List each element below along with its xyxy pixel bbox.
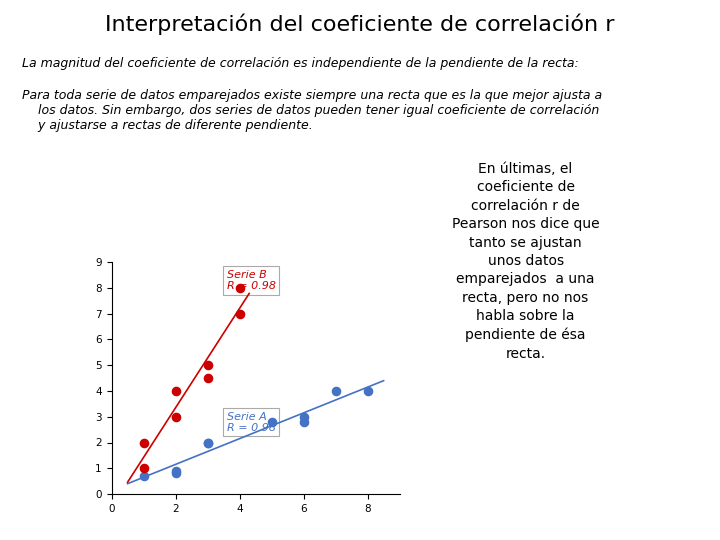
Point [170, 413, 181, 421]
Text: Interpretación del coeficiente de correlación r: Interpretación del coeficiente de correl… [105, 14, 615, 35]
Text: Para toda serie de datos emparejados existe siempre una recta que es la que mejo: Para toda serie de datos emparejados exi… [22, 89, 602, 132]
Point [202, 361, 213, 369]
Point [298, 413, 310, 421]
Point [298, 417, 310, 426]
Point [170, 387, 181, 395]
Point [234, 309, 246, 318]
Point [330, 387, 341, 395]
Point [234, 284, 246, 292]
Point [202, 374, 213, 382]
Point [362, 387, 374, 395]
Point [202, 438, 213, 447]
Point [138, 472, 149, 481]
Point [170, 467, 181, 475]
Point [170, 469, 181, 478]
Text: Serie A
R = 0.98: Serie A R = 0.98 [227, 411, 276, 433]
Point [266, 417, 277, 426]
Point [138, 464, 149, 472]
Text: En últimas, el
coeficiente de
correlación r de
Pearson nos dice que
tanto se aju: En últimas, el coeficiente de correlació… [451, 162, 600, 361]
Point [202, 438, 213, 447]
Text: La magnitud del coeficiente de correlación es independiente de la pendiente de l: La magnitud del coeficiente de correlaci… [22, 57, 578, 70]
Text: Serie B
R = 0.98: Serie B R = 0.98 [227, 269, 276, 291]
Point [138, 438, 149, 447]
